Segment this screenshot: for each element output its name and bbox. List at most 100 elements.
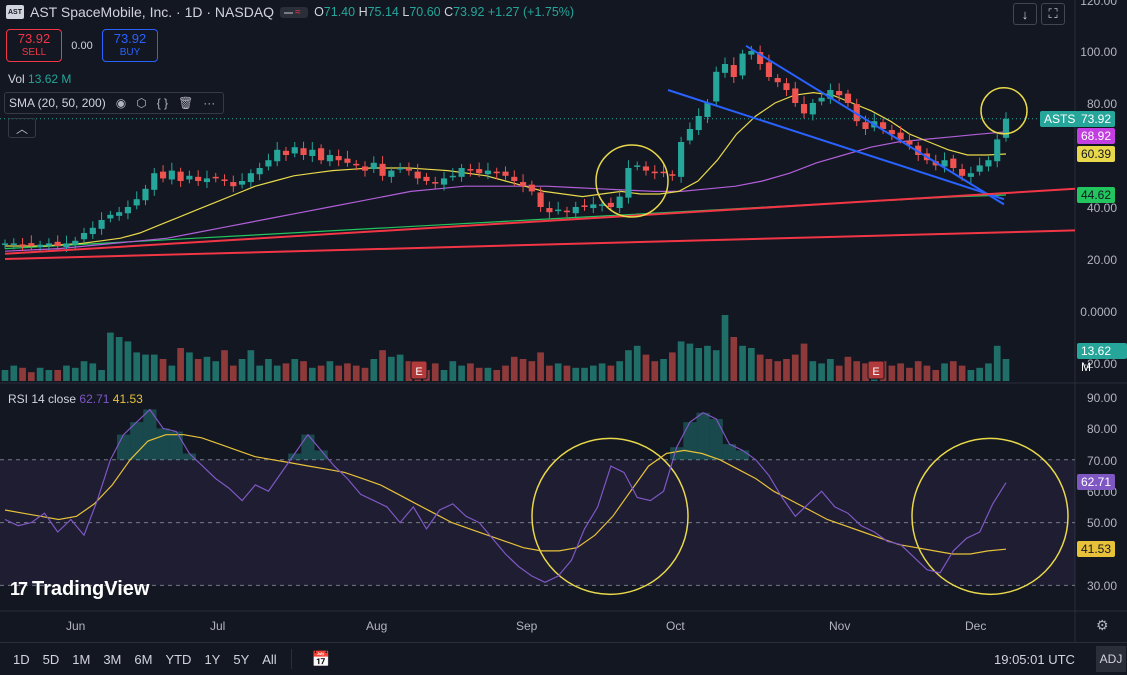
timeframe-3m[interactable]: 3M: [103, 651, 122, 667]
volume-bar: [756, 354, 764, 381]
candle-body: [309, 149, 316, 157]
timeframe-1d[interactable]: 1D: [13, 651, 30, 667]
volume-bar: [107, 332, 114, 381]
x-axis-label: Dec: [965, 619, 987, 633]
candle-body: [186, 175, 193, 180]
volume-bar: [317, 365, 325, 381]
volume-bar: [625, 350, 632, 381]
candle-body: [440, 178, 448, 185]
sma50-line: [4, 131, 1007, 252]
volume-bar: [352, 365, 360, 381]
symbol-logo[interactable]: AST: [6, 5, 24, 19]
volume-bar: [19, 367, 26, 381]
chart-header: AST AST SpaceMobile, Inc. · 1D · NASDAQ …: [6, 4, 574, 20]
symbol-title[interactable]: AST SpaceMobile, Inc. · 1D · NASDAQ: [30, 4, 275, 20]
candle-body: [651, 171, 658, 174]
sma200-tag: 44.62: [1077, 187, 1116, 203]
price-axis-label: 80.00: [1086, 97, 1117, 111]
bottom-toolbar: 1D 5D 1M 3M 6M YTD 1Y 5Y All 📅: [0, 642, 1127, 675]
adj-button[interactable]: ADJ: [1096, 646, 1126, 672]
volume-bar: [89, 363, 97, 381]
sma20-tag: 60.39: [1077, 146, 1116, 162]
volume-bar: [431, 363, 439, 381]
timeframe-6m[interactable]: 6M: [134, 651, 153, 667]
volume-bar: [344, 363, 351, 381]
volume-bar: [554, 363, 562, 381]
volume-legend[interactable]: Vol 13.62 M: [8, 72, 72, 86]
trash-icon[interactable]: 🗑: [178, 96, 194, 110]
candle-body: [221, 179, 228, 181]
candle-body: [72, 240, 79, 245]
chevron-up-icon: ︿: [15, 121, 28, 136]
volume-bar: [862, 363, 869, 381]
volume-bar: [519, 359, 527, 381]
candle-body: [10, 243, 17, 245]
volume-bar: [335, 365, 343, 381]
buy-button[interactable]: 73.92 BUY: [102, 29, 158, 62]
timeframe-1m[interactable]: 1M: [72, 651, 91, 667]
candle-body: [493, 171, 500, 174]
volume-bar: [704, 345, 711, 381]
rsi-legend[interactable]: RSI 14 close 62.71 41.53: [8, 392, 143, 406]
candle-body: [370, 162, 377, 170]
more-icon[interactable]: ···: [203, 96, 216, 110]
candle-body: [915, 145, 922, 155]
compare-toggle[interactable]: ≈: [280, 6, 309, 18]
candle-body: [985, 160, 992, 167]
timeframe-1y[interactable]: 1Y: [204, 651, 221, 667]
candle-body: [950, 158, 957, 168]
candle-body: [572, 207, 579, 214]
volume-bar: [1002, 359, 1010, 381]
candle-body: [836, 91, 843, 96]
candle-body: [897, 132, 904, 140]
timeframe-5y[interactable]: 5Y: [233, 651, 250, 667]
volume-bar: [642, 354, 650, 381]
settings-icon[interactable]: ⬡: [136, 96, 147, 110]
settings-gear-icon[interactable]: ⚙: [1096, 617, 1109, 633]
volume-bar: [730, 337, 738, 381]
timeframe-ytd[interactable]: YTD: [165, 651, 192, 667]
collapse-legend-button[interactable]: ︿: [8, 118, 36, 138]
sell-button[interactable]: 73.92 SELL: [6, 29, 62, 62]
calendar-icon[interactable]: 📅: [311, 651, 331, 668]
download-icon[interactable]: ↓: [1013, 3, 1037, 25]
volume-bar: [949, 361, 957, 381]
clock[interactable]: 19:05:01 UTC: [994, 652, 1075, 667]
candle-body: [379, 163, 386, 176]
candle-body: [792, 88, 799, 103]
candle-body: [537, 192, 544, 207]
minus-icon: [284, 11, 294, 14]
candle-body: [607, 202, 614, 207]
timeframe-5d[interactable]: 5D: [42, 651, 60, 667]
candle-body: [1, 243, 9, 245]
volume-bar: [440, 370, 448, 381]
volume-bar: [914, 361, 922, 381]
sma-legend[interactable]: SMA (20, 50, 200) ◉ ⬡ { } 🗑 ···: [4, 92, 225, 114]
timeframe-all[interactable]: All: [262, 651, 277, 667]
trendline: [4, 229, 1076, 260]
volume-bar: [546, 365, 553, 381]
candle-body: [484, 170, 492, 175]
rsi-axis-label: 30.00: [1086, 579, 1117, 593]
candle-body: [704, 103, 711, 118]
volume-bar: [159, 359, 167, 381]
x-axis-label: Sep: [516, 619, 538, 633]
volume-bar: [45, 370, 53, 381]
candle-body: [159, 171, 167, 179]
candle-body: [361, 166, 369, 171]
volume-bar: [818, 363, 825, 381]
volume-bar: [493, 370, 501, 381]
fullscreen-icon[interactable]: ⛶: [1041, 3, 1065, 25]
braces-icon[interactable]: { }: [156, 96, 169, 110]
volume-bar: [651, 361, 659, 381]
volume-bar: [598, 363, 606, 381]
candle-body: [959, 169, 966, 176]
eye-icon[interactable]: ◉: [115, 96, 127, 110]
x-axis-label: Jul: [210, 619, 226, 633]
trendline: [745, 44, 1005, 206]
volume-bar: [326, 361, 334, 381]
chart-background: [0, 0, 1127, 642]
volume-bar: [668, 352, 676, 381]
candle-body: [774, 78, 781, 83]
